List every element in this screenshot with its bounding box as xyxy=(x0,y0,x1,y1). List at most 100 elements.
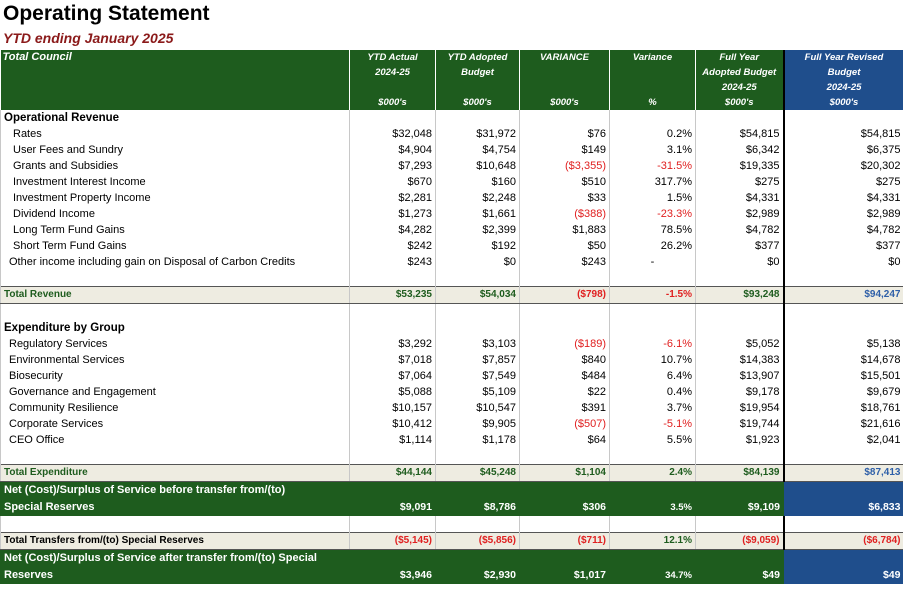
row-value: $306 xyxy=(519,499,610,516)
revenue-row: Grants and Subsidies $7,293 $10,648 ($3,355… xyxy=(0,158,903,174)
row-label: Special Reserves xyxy=(0,499,350,516)
section-heading-expenditure: Expenditure by Group xyxy=(0,320,903,336)
row-value: $7,064 xyxy=(349,368,436,384)
row-value: $6,342 xyxy=(695,142,785,158)
row-value: ($711) xyxy=(519,532,610,550)
row-value: $4,754 xyxy=(435,142,520,158)
row-label: Net (Cost)/Surplus of Service before tra… xyxy=(0,481,784,499)
row-value: $1,923 xyxy=(695,432,785,448)
row-value: $10,157 xyxy=(349,400,436,416)
row-value xyxy=(695,270,785,287)
row-value: $670 xyxy=(349,174,436,190)
row-value xyxy=(783,303,903,320)
row-label: Regulatory Services xyxy=(0,336,350,352)
revenue-row: Rates $32,048 $31,972 $76 0.2% $54,815 $54,815 xyxy=(0,126,903,142)
row-label: Total Revenue xyxy=(0,286,350,304)
row-value: $13,907 xyxy=(695,368,785,384)
row-value: 6.4% xyxy=(609,368,696,384)
row-value: $31,972 xyxy=(435,126,520,142)
row-value: 3.7% xyxy=(609,400,696,416)
row-label xyxy=(0,448,350,465)
row-label: Net (Cost)/Surplus of Service after tran… xyxy=(0,549,784,567)
row-value xyxy=(519,448,610,465)
row-value: $1,273 xyxy=(349,206,436,222)
row-value: $4,331 xyxy=(695,190,785,206)
row-value: $391 xyxy=(519,400,610,416)
row-value xyxy=(349,320,436,336)
section-heading-revenue: Operational Revenue xyxy=(0,110,903,126)
row-value: $21,616 xyxy=(783,416,903,432)
row-value: $0 xyxy=(435,254,520,270)
row-value: $484 xyxy=(519,368,610,384)
row-label: Grants and Subsidies xyxy=(0,158,350,174)
row-value: $64 xyxy=(519,432,610,448)
row-value: $1,661 xyxy=(435,206,520,222)
expenditure-row: Corporate Services $10,412 $9,905 ($507) -5.… xyxy=(0,416,903,432)
row-value: $1,178 xyxy=(435,432,520,448)
row-value: 26.2% xyxy=(609,238,696,254)
row-value: $4,904 xyxy=(349,142,436,158)
row-value: $192 xyxy=(435,238,520,254)
row-value: $4,282 xyxy=(349,222,436,238)
row-value: $275 xyxy=(695,174,785,190)
row-value: $2,248 xyxy=(435,190,520,206)
row-value: $243 xyxy=(349,254,436,270)
row-value: $54,815 xyxy=(695,126,785,142)
row-value xyxy=(349,270,436,287)
row-label: User Fees and Sundry xyxy=(0,142,350,158)
revised-cell xyxy=(783,549,903,567)
row-value: - xyxy=(609,254,696,270)
row-value: 34.7% xyxy=(609,567,696,584)
row-label xyxy=(0,270,350,287)
row-value: $6,375 xyxy=(783,142,903,158)
row-label xyxy=(0,303,350,320)
row-label: Other income including gain on Disposal … xyxy=(0,254,350,270)
row-value: $3,292 xyxy=(349,336,436,352)
row-value: ($3,355) xyxy=(519,158,610,174)
row-value: -6.1% xyxy=(609,336,696,352)
row-value: ($9,059) xyxy=(695,532,785,550)
row-label: Operational Revenue xyxy=(0,110,350,126)
revenue-row: Long Term Fund Gains $4,282 $2,399 $1,883 78… xyxy=(0,222,903,238)
expenditure-row: Community Resilience $10,157 $10,547 $391 3.… xyxy=(0,400,903,416)
revenue-row: Short Term Fund Gains $242 $192 $50 26.2% $37… xyxy=(0,238,903,254)
row-value: $1,114 xyxy=(349,432,436,448)
row-value: $3,946 xyxy=(349,567,436,584)
row-label: Investment Property Income xyxy=(0,190,350,206)
row-value xyxy=(695,110,785,126)
row-value xyxy=(695,516,785,533)
operating-statement-table: Total Council YTD Actual 2024-25 $000's Y… xyxy=(0,50,903,584)
row-value: $9,178 xyxy=(695,384,785,400)
row-value: $2,399 xyxy=(435,222,520,238)
row-label xyxy=(0,516,350,533)
header-col: Variance % xyxy=(609,50,696,110)
row-label: Total Transfers from/(to) Special Reserv… xyxy=(0,532,350,550)
row-value: 78.5% xyxy=(609,222,696,238)
row-value: $49 xyxy=(783,567,903,584)
row-value: $5,052 xyxy=(695,336,785,352)
row-value: $4,782 xyxy=(695,222,785,238)
row-value xyxy=(609,448,696,465)
row-label: Investment Interest Income xyxy=(0,174,350,190)
row-value: $10,648 xyxy=(435,158,520,174)
row-value: $275 xyxy=(783,174,903,190)
total-transfers-row: Total Transfers from/(to) Special Reserv… xyxy=(0,532,903,550)
expenditure-row: Biosecurity $7,064 $7,549 $484 6.4% $13,907 $1… xyxy=(0,368,903,384)
row-value xyxy=(695,320,785,336)
row-value: $76 xyxy=(519,126,610,142)
row-label: Reserves xyxy=(0,567,350,584)
row-value xyxy=(783,516,903,533)
row-label: Environmental Services xyxy=(0,352,350,368)
row-value: $45,248 xyxy=(435,464,520,482)
row-value: $7,293 xyxy=(349,158,436,174)
row-value: $2,281 xyxy=(349,190,436,206)
row-value: $32,048 xyxy=(349,126,436,142)
row-value: $8,786 xyxy=(435,499,520,516)
row-value: -1.5% xyxy=(609,286,696,304)
header-total-council: Total Council xyxy=(0,50,350,110)
row-value: 317.7% xyxy=(609,174,696,190)
row-value: $9,091 xyxy=(349,499,436,516)
row-value: $0 xyxy=(783,254,903,270)
row-value: $10,547 xyxy=(435,400,520,416)
row-value: $20,302 xyxy=(783,158,903,174)
